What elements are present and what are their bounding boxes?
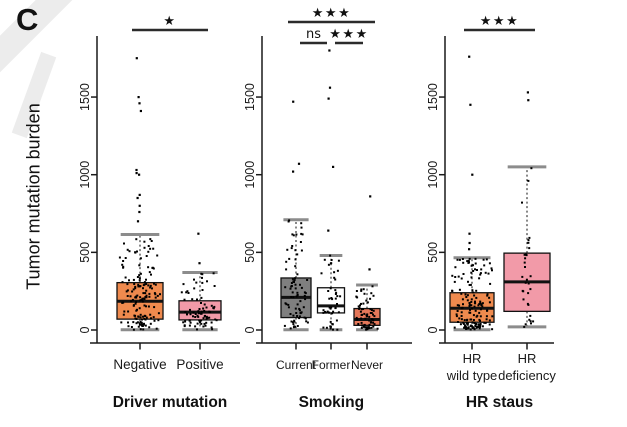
y-tick-label: 0: [78, 326, 92, 333]
jitter-points-hr-wild-type: [451, 55, 494, 331]
outlier-point: [135, 168, 138, 172]
group-label: Former: [312, 358, 351, 372]
outlier-point: [297, 162, 301, 165]
outlier-point: [136, 196, 139, 200]
y-tick-label: 1500: [426, 83, 440, 111]
group-label: wild type: [446, 368, 498, 383]
group-label: HR: [518, 351, 537, 366]
outlier-point: [328, 49, 331, 52]
significance-label: ★★★: [480, 14, 519, 29]
y-axis-label: Tumor mutation burden: [23, 103, 44, 290]
outlier-point: [468, 241, 471, 245]
significance-label: ★★★: [312, 6, 351, 21]
outlier-point: [526, 91, 529, 94]
panel-letter: C: [16, 2, 40, 37]
outlier-point: [332, 165, 335, 168]
outlier-point: [328, 86, 332, 89]
y-tick-label: 1500: [243, 83, 257, 111]
outlier-point: [139, 109, 142, 113]
panel-driver-mutation: 0 500 1000 1500 Negative Positive ★ Driver muta…: [78, 14, 240, 411]
panel-hr-staus: 0 500 1000 1500 HR wild type HR deficiency ★★★ HR…: [426, 14, 556, 411]
outlier-point: [198, 262, 201, 265]
outlier-point: [292, 100, 295, 103]
jitter-points-positive: [180, 232, 218, 331]
jitter-points-never: [355, 195, 379, 331]
group-label: Negative: [113, 357, 166, 372]
y-tick-label: 1000: [78, 161, 92, 189]
y-tick-label: 500: [426, 242, 440, 263]
outlier-point: [138, 210, 141, 214]
outlier-point: [327, 97, 330, 100]
y-tick-label: 0: [243, 326, 257, 333]
outlier-point: [135, 172, 138, 175]
group-label: Positive: [176, 357, 223, 372]
outlier-point: [138, 173, 141, 176]
jitter-points-hr-deficiency: [521, 91, 535, 328]
outlier-point: [292, 170, 295, 173]
outlier-point: [471, 173, 474, 176]
outlier-point: [138, 204, 141, 207]
group-label: Never: [351, 358, 383, 372]
y-tick-label: 500: [78, 242, 92, 263]
significance-label: ★: [163, 14, 176, 29]
outlier-point: [197, 232, 200, 235]
outlier-point: [468, 55, 471, 58]
y-tick-label: 500: [243, 242, 257, 263]
panel-title: HR staus: [466, 394, 533, 411]
jitter-points-former: [320, 49, 342, 331]
y-tick-label: 0: [426, 326, 440, 333]
y-tick-label: 1000: [426, 161, 440, 189]
outlier-point: [527, 99, 530, 102]
outlier-point: [138, 193, 141, 196]
significance-label: ns: [306, 27, 321, 42]
y-tick-label: 1000: [243, 161, 257, 189]
jitter-points-negative: [118, 57, 161, 331]
outlier-point: [137, 96, 140, 99]
outlier-point: [327, 229, 330, 232]
jitter-points-current: [283, 100, 309, 330]
group-label: Current: [276, 358, 317, 372]
panel-title: Smoking: [299, 394, 364, 411]
outlier-point: [368, 268, 371, 271]
outlier-point: [135, 57, 138, 60]
outlier-point: [468, 248, 471, 251]
group-label: HR: [463, 351, 482, 366]
outlier-point: [136, 220, 140, 223]
panel-title: Driver mutation: [113, 394, 228, 411]
outlier-point: [469, 103, 472, 106]
outlier-point: [468, 232, 471, 235]
significance-label: ★★★: [329, 27, 368, 42]
outlier-point: [138, 102, 141, 105]
y-tick-label: 1500: [78, 83, 92, 111]
outlier-point: [369, 195, 372, 198]
group-label: deficiency: [498, 368, 556, 383]
